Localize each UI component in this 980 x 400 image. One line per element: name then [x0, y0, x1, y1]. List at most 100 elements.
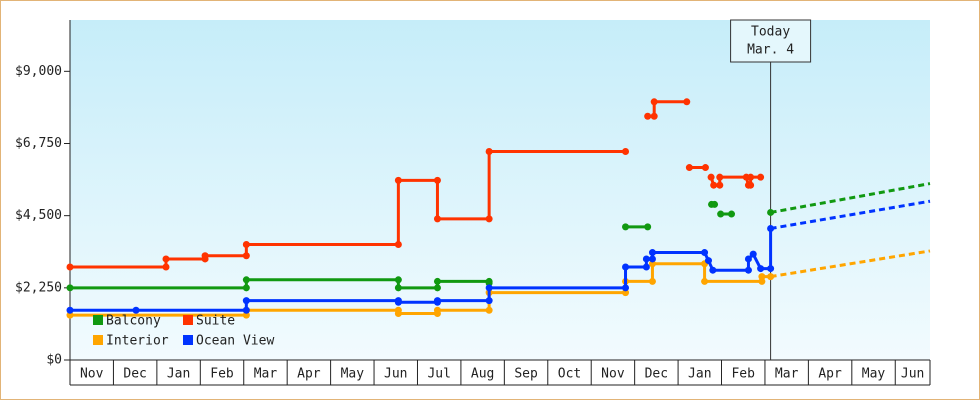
forecast-line: [770, 199, 931, 230]
x-tick-label: Dec: [645, 367, 668, 382]
point: [767, 208, 775, 216]
x-tick-label: May: [341, 367, 365, 382]
point: [622, 289, 630, 297]
x-tick-label: Jan: [167, 367, 190, 382]
today-label: Mar. 4: [747, 43, 794, 58]
y-tick-label: $2,250: [15, 280, 62, 295]
x-tick-label: Sep: [514, 367, 538, 382]
point: [747, 181, 755, 189]
legend-label: Suite: [196, 314, 235, 329]
point: [622, 148, 630, 156]
point: [242, 297, 250, 305]
point: [747, 173, 755, 181]
plot-area: [70, 20, 930, 360]
x-tick-label: Jan: [688, 367, 711, 382]
point: [485, 215, 493, 223]
point: [710, 181, 718, 189]
point: [701, 164, 709, 172]
point: [242, 252, 250, 260]
point: [758, 277, 766, 285]
x-tick-label: Jun: [384, 367, 407, 382]
legend-swatch: [183, 315, 193, 325]
point: [433, 176, 441, 184]
point: [485, 148, 493, 156]
point: [433, 306, 441, 314]
point: [701, 249, 709, 257]
point: [622, 263, 630, 271]
point: [242, 306, 250, 314]
point: [242, 311, 250, 319]
point: [242, 241, 250, 249]
point: [716, 181, 724, 189]
point: [758, 273, 766, 281]
point: [644, 223, 652, 231]
legend-swatch: [183, 335, 193, 345]
point: [709, 266, 717, 274]
point: [394, 284, 402, 292]
x-tick-label: Oct: [558, 367, 581, 382]
x-tick-label: Mar: [775, 367, 799, 382]
point: [642, 255, 650, 263]
point: [66, 306, 74, 314]
point: [433, 284, 441, 292]
point: [642, 263, 650, 271]
x-tick-label: Feb: [210, 367, 234, 382]
point: [685, 164, 693, 172]
point: [162, 263, 170, 271]
point: [648, 255, 656, 263]
point: [650, 98, 658, 106]
x-tick-label: Nov: [80, 367, 104, 382]
point: [716, 173, 724, 181]
point: [650, 112, 658, 120]
point: [757, 173, 765, 181]
today-box: [730, 19, 812, 63]
y-tick-label: $6,750: [15, 136, 62, 151]
point: [66, 311, 74, 319]
point: [744, 255, 752, 263]
point: [394, 298, 402, 306]
point: [201, 252, 209, 260]
point: [648, 277, 656, 285]
point: [394, 309, 402, 317]
y-tick-label: $0: [46, 353, 62, 368]
point: [648, 249, 656, 257]
point: [162, 255, 170, 263]
point: [433, 277, 441, 285]
point: [485, 306, 493, 314]
legend-label: Ocean View: [196, 334, 274, 349]
point: [242, 284, 250, 292]
point: [648, 260, 656, 268]
point: [485, 284, 493, 292]
x-tick-label: Dec: [123, 367, 146, 382]
point: [622, 284, 630, 292]
point: [704, 257, 712, 265]
x-tick-label: Nov: [601, 367, 625, 382]
forecast-line: [770, 182, 931, 214]
point: [757, 265, 765, 273]
x-tick-label: Apr: [818, 367, 842, 382]
point: [711, 200, 719, 208]
x-tick-label: Feb: [731, 367, 755, 382]
x-tick-label: Jun: [901, 367, 924, 382]
point: [242, 276, 250, 284]
point: [707, 173, 715, 181]
legend-swatch: [93, 315, 103, 325]
point: [394, 276, 402, 284]
point: [644, 112, 652, 120]
point: [622, 223, 630, 231]
point: [728, 210, 736, 218]
x-tick-label: Jul: [427, 367, 450, 382]
point: [132, 306, 140, 314]
point: [749, 250, 757, 258]
legend-label: Interior: [106, 334, 169, 349]
series-line: [70, 262, 771, 317]
point: [683, 98, 691, 106]
legend-label: Balcony: [106, 314, 161, 329]
forecast-line: [770, 249, 931, 279]
y-tick-label: $4,500: [15, 208, 62, 223]
point: [701, 277, 709, 285]
x-tick-label: May: [862, 367, 886, 382]
series-line: [70, 100, 761, 269]
point: [433, 215, 441, 223]
